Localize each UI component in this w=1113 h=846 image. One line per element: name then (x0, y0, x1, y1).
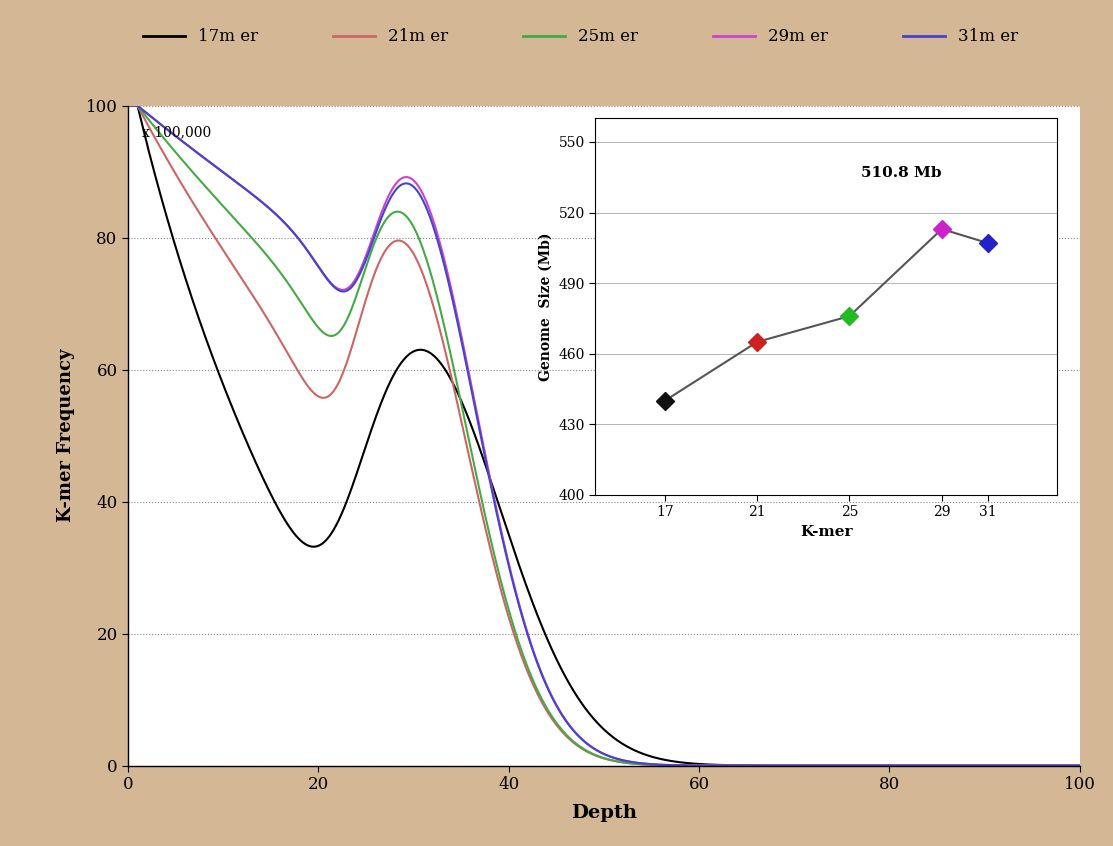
Legend: 17m er, 21m er, 25m er, 29m er, 31m er: 17m er, 21m er, 25m er, 29m er, 31m er (136, 22, 1025, 52)
X-axis label: Depth: Depth (571, 805, 637, 822)
Y-axis label: K-mer Frequency: K-mer Frequency (57, 349, 75, 523)
Text: x 100,000: x 100,000 (142, 125, 211, 140)
Y-axis label: Genome  Size (Mb): Genome Size (Mb) (539, 233, 553, 381)
X-axis label: K-mer: K-mer (800, 525, 853, 539)
Text: 510.8 Mb: 510.8 Mb (861, 167, 942, 180)
